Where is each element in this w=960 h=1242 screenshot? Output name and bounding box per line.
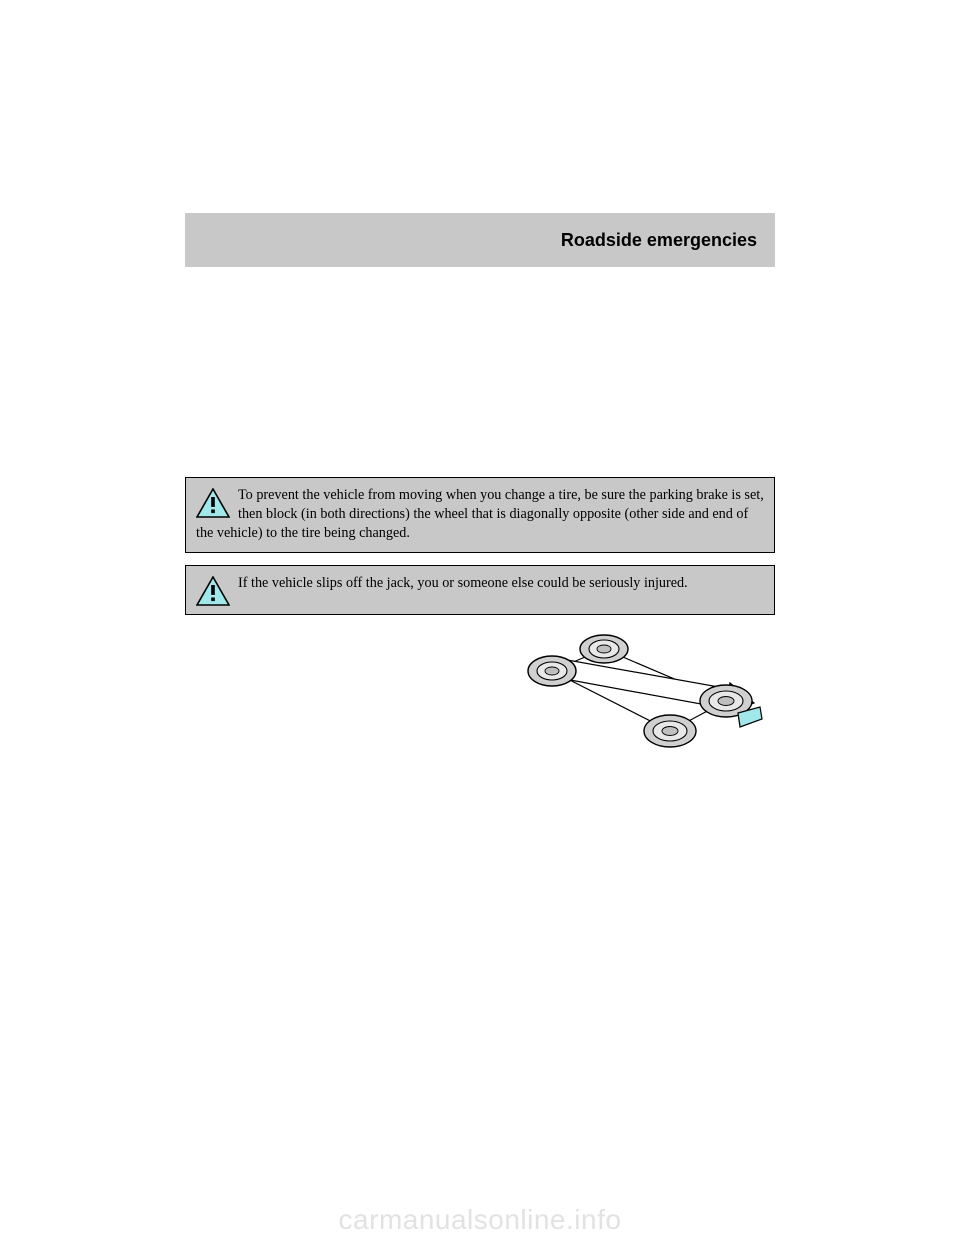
- wheel-block-diagram: [480, 627, 775, 777]
- warning-icon: [196, 576, 230, 606]
- warning-box-1: To prevent the vehicle from moving when …: [185, 477, 775, 553]
- diagram-row: [185, 627, 775, 777]
- watermark: carmanualsonline.info: [0, 1204, 960, 1236]
- warning-text-1: To prevent the vehicle from moving when …: [196, 487, 764, 541]
- header-bar: Roadside emergencies: [185, 213, 775, 267]
- page-title: Roadside emergencies: [561, 230, 757, 251]
- warning-box-2: If the vehicle slips off the jack, you o…: [185, 565, 775, 615]
- spacer: [185, 267, 775, 477]
- page-content: Roadside emergencies To prevent the vehi…: [185, 213, 775, 777]
- warning-text-2: If the vehicle slips off the jack, you o…: [238, 575, 688, 591]
- warning-icon: [196, 488, 230, 518]
